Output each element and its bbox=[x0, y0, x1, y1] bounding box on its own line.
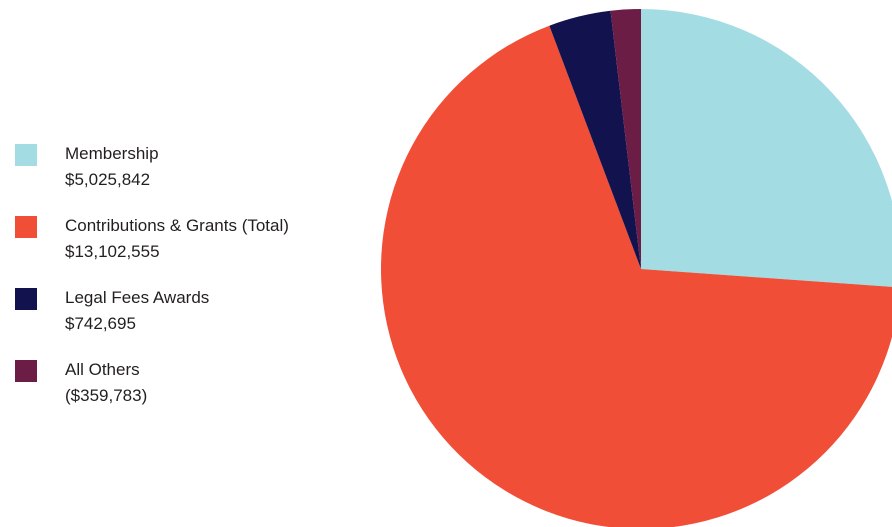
legend-item-contributions-grants: Contributions & Grants (Total) $13,102,5… bbox=[15, 214, 355, 286]
legend-item-membership: Membership $5,025,842 bbox=[15, 142, 355, 214]
legend-swatch-membership bbox=[15, 144, 37, 166]
legend-label-membership: Membership bbox=[65, 144, 159, 163]
pie-slice-all-others bbox=[610, 8, 641, 269]
legend-value-legal-fees-awards: $742,695 bbox=[65, 314, 136, 333]
pie-slice-contributions-grants-total bbox=[381, 25, 892, 527]
pie-slice-legal-fees-awards bbox=[549, 10, 641, 269]
legend-label-legal-fees-awards: Legal Fees Awards bbox=[65, 288, 210, 307]
legend-label-contributions-grants: Contributions & Grants (Total) bbox=[65, 216, 289, 235]
legend-swatch-all-others bbox=[15, 360, 37, 382]
legend-swatch-legal-fees-awards bbox=[15, 288, 37, 310]
legend-swatch-contributions-grants bbox=[15, 216, 37, 238]
chart-legend: Membership $5,025,842 Contributions & Gr… bbox=[15, 142, 355, 430]
legend-value-membership: $5,025,842 bbox=[65, 170, 151, 189]
legend-item-legal-fees-awards: Legal Fees Awards $742,695 bbox=[15, 286, 355, 358]
legend-item-all-others: All Others ($359,783) bbox=[15, 358, 355, 430]
pie-slice-membership bbox=[641, 9, 892, 287]
legend-label-all-others: All Others bbox=[65, 360, 140, 379]
legend-value-contributions-grants: $13,102,555 bbox=[65, 242, 160, 261]
legend-value-all-others: ($359,783) bbox=[65, 386, 148, 405]
